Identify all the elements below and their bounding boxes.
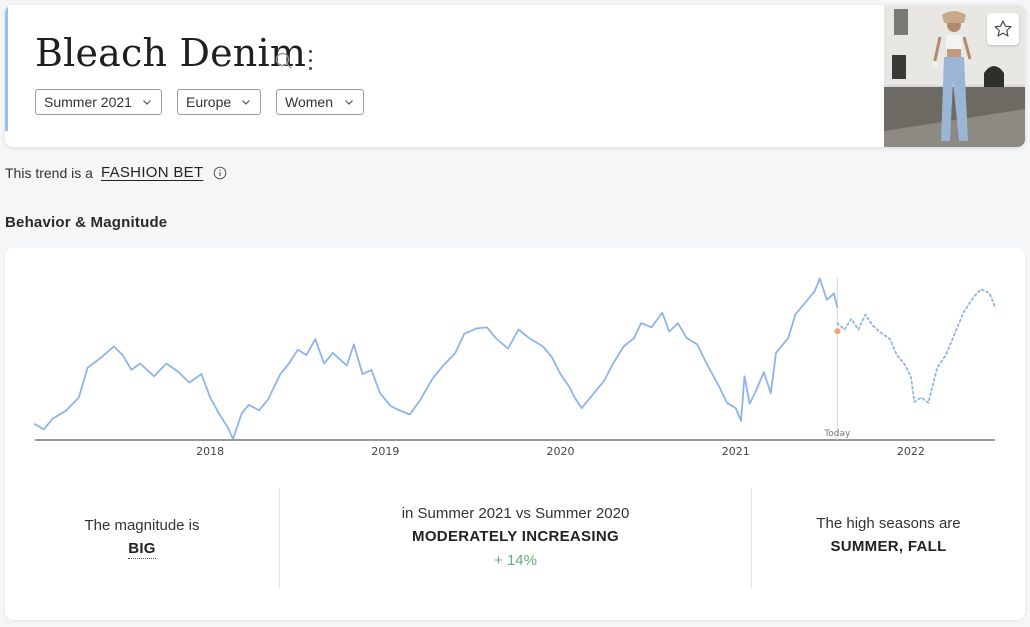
trend-header-card: Bleach Denim Summer 2021 Europe Women [5,5,1025,147]
comparison-label: in Summer 2021 vs Summer 2020 [401,505,630,522]
behavior-chart-card: 2018 2019 2020 2021 2022 Today The magnitude … [5,248,1025,620]
accent-bar [5,5,8,131]
season-stat: The high seasons are SUMMER, FALL [752,488,1025,590]
x-tick-label: 2021 [722,445,750,458]
region-select[interactable]: Europe [177,89,261,115]
star-icon [994,20,1012,37]
trend-prefix: This trend is a [5,164,93,181]
season-select-value: Summer 2021 [44,94,132,110]
season-select[interactable]: Summer 2021 [35,89,162,115]
page-title: Bleach Denim [35,31,307,75]
magnitude-stat: The magnitude is BIG [5,488,279,590]
filter-bar: Summer 2021 Europe Women [35,89,364,115]
chevron-down-icon [345,100,353,105]
trend-thumbnail[interactable] [884,5,1025,147]
magnitude-value[interactable]: BIG [128,540,156,559]
info-icon[interactable] [213,166,227,180]
season-label: The high seasons are [816,515,961,532]
magnitude-label: The magnitude is [84,517,200,534]
gender-select[interactable]: Women [276,89,364,115]
trend-category-link[interactable]: FASHION BET [100,164,204,181]
x-tick-label: 2019 [371,445,399,458]
today-point [834,328,841,335]
search-icon[interactable] [274,51,294,71]
section-title: Behavior & Magnitude [5,214,168,231]
forecast-series-line [836,288,996,404]
comparison-value: MODERATELY INCREASING [412,528,619,545]
chevron-down-icon [143,100,151,105]
today-label: Today [823,429,851,439]
chevron-down-icon [242,100,250,105]
favorite-button[interactable] [987,13,1019,45]
season-value: SUMMER, FALL [830,538,947,555]
gender-select-value: Women [285,94,333,110]
stats-row: The magnitude is BIG in Summer 2021 vs S… [5,488,1025,590]
comparison-change: + 14% [494,552,537,569]
history-series-line [34,277,839,440]
stat-divider [279,488,280,588]
more-vertical-icon[interactable] [303,47,317,73]
trend-line-chart: 2018 2019 2020 2021 2022 Today [34,277,996,458]
thumbnail-image [884,5,1025,147]
region-select-value: Europe [186,94,232,110]
x-tick-label: 2022 [897,445,925,458]
x-tick-label: 2018 [196,445,224,458]
x-tick-label: 2020 [547,445,575,458]
comparison-stat: in Summer 2021 vs Summer 2020 MODERATELY… [280,488,751,590]
trend-category-line: This trend is a FASHION BET [5,164,227,181]
stat-divider [751,488,752,588]
